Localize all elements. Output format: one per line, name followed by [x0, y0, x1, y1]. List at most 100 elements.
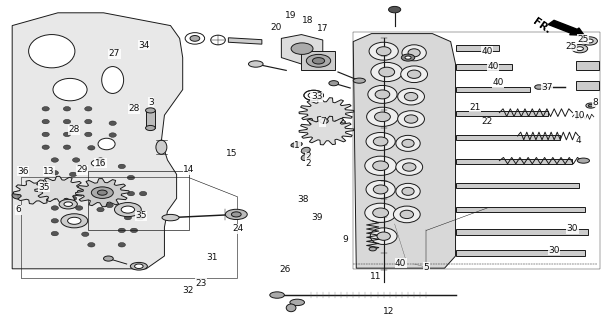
- Ellipse shape: [118, 243, 125, 247]
- Ellipse shape: [291, 43, 313, 54]
- Ellipse shape: [375, 90, 390, 99]
- Ellipse shape: [306, 54, 331, 67]
- Ellipse shape: [396, 159, 423, 175]
- Ellipse shape: [42, 132, 49, 137]
- Ellipse shape: [318, 126, 335, 135]
- Ellipse shape: [365, 203, 396, 222]
- Ellipse shape: [377, 232, 390, 240]
- Polygon shape: [76, 179, 129, 207]
- Ellipse shape: [114, 203, 141, 217]
- Ellipse shape: [389, 6, 401, 13]
- Ellipse shape: [371, 62, 403, 82]
- Ellipse shape: [68, 217, 81, 224]
- Ellipse shape: [353, 78, 365, 83]
- Ellipse shape: [368, 85, 397, 103]
- Text: 28: 28: [69, 125, 80, 134]
- Ellipse shape: [51, 231, 58, 236]
- Ellipse shape: [76, 219, 83, 223]
- Text: 35: 35: [38, 183, 49, 192]
- Text: 14: 14: [183, 165, 194, 174]
- Text: 29: 29: [77, 165, 88, 174]
- Ellipse shape: [373, 137, 388, 146]
- Ellipse shape: [156, 140, 167, 154]
- Ellipse shape: [407, 70, 421, 78]
- Ellipse shape: [29, 35, 75, 68]
- Ellipse shape: [29, 188, 44, 196]
- Text: 2: 2: [305, 152, 311, 161]
- Ellipse shape: [312, 58, 325, 64]
- Ellipse shape: [376, 47, 391, 56]
- Ellipse shape: [130, 204, 138, 209]
- Ellipse shape: [76, 206, 83, 210]
- Text: 31: 31: [206, 253, 217, 262]
- Ellipse shape: [301, 154, 310, 161]
- Ellipse shape: [61, 214, 88, 228]
- Ellipse shape: [97, 190, 107, 195]
- Ellipse shape: [405, 56, 411, 59]
- Ellipse shape: [85, 107, 92, 111]
- Ellipse shape: [290, 299, 304, 306]
- Text: 11: 11: [370, 272, 381, 281]
- Ellipse shape: [373, 208, 389, 218]
- Text: 2: 2: [305, 159, 311, 168]
- Ellipse shape: [370, 228, 397, 244]
- Ellipse shape: [577, 158, 590, 163]
- Ellipse shape: [286, 304, 296, 312]
- Ellipse shape: [225, 209, 247, 220]
- Ellipse shape: [586, 103, 596, 108]
- Polygon shape: [299, 98, 354, 126]
- Text: 37: 37: [541, 83, 552, 92]
- Ellipse shape: [375, 112, 390, 122]
- Ellipse shape: [211, 35, 225, 45]
- Ellipse shape: [398, 111, 424, 127]
- Ellipse shape: [42, 107, 49, 111]
- Ellipse shape: [104, 256, 113, 261]
- Ellipse shape: [127, 191, 135, 196]
- Ellipse shape: [12, 191, 24, 199]
- Text: 40: 40: [482, 47, 493, 56]
- Ellipse shape: [329, 81, 339, 86]
- Bar: [301, 51, 335, 70]
- Text: 27: 27: [109, 49, 120, 58]
- Text: 26: 26: [280, 265, 290, 274]
- Text: 34: 34: [139, 41, 150, 50]
- Ellipse shape: [369, 42, 398, 60]
- Text: 28: 28: [128, 104, 139, 113]
- Ellipse shape: [393, 206, 420, 223]
- Text: 19: 19: [286, 12, 297, 20]
- Text: 40: 40: [493, 78, 504, 87]
- Ellipse shape: [588, 104, 593, 107]
- Text: 15: 15: [226, 149, 237, 158]
- Ellipse shape: [308, 92, 319, 98]
- FancyArrow shape: [548, 20, 584, 35]
- Ellipse shape: [82, 232, 89, 236]
- Ellipse shape: [400, 210, 414, 219]
- Ellipse shape: [404, 92, 418, 101]
- Ellipse shape: [185, 33, 205, 44]
- Ellipse shape: [396, 135, 420, 151]
- Ellipse shape: [146, 108, 155, 113]
- Ellipse shape: [51, 183, 58, 188]
- Ellipse shape: [102, 67, 124, 93]
- Ellipse shape: [369, 247, 376, 251]
- Ellipse shape: [231, 212, 241, 217]
- Ellipse shape: [402, 187, 414, 195]
- Ellipse shape: [162, 214, 179, 221]
- Ellipse shape: [396, 183, 420, 199]
- Text: 40: 40: [395, 259, 406, 268]
- Ellipse shape: [135, 264, 143, 268]
- Text: 39: 39: [311, 213, 322, 222]
- Ellipse shape: [51, 206, 58, 210]
- Polygon shape: [35, 176, 85, 203]
- Ellipse shape: [304, 90, 323, 100]
- Text: 16: 16: [95, 159, 106, 168]
- Text: 13: 13: [43, 167, 54, 176]
- Ellipse shape: [63, 119, 71, 124]
- Ellipse shape: [320, 118, 328, 124]
- Ellipse shape: [373, 185, 388, 194]
- Ellipse shape: [59, 199, 77, 209]
- Bar: [456, 64, 512, 70]
- Ellipse shape: [69, 172, 77, 177]
- Ellipse shape: [85, 119, 92, 124]
- Ellipse shape: [118, 164, 125, 169]
